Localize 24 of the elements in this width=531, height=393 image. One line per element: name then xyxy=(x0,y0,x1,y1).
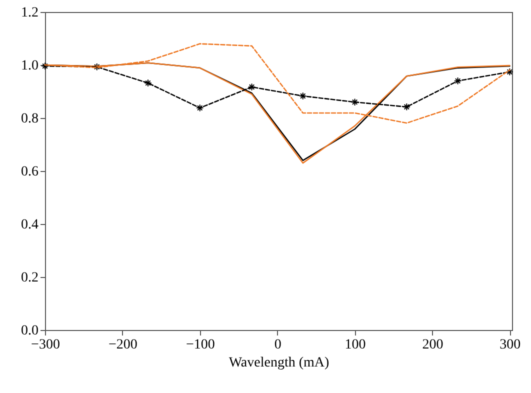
x-tick-label: 200 xyxy=(422,338,444,352)
x-tick-label: 300 xyxy=(500,338,521,352)
point xyxy=(144,79,152,87)
y-tick-label: 1.0 xyxy=(21,58,38,74)
point xyxy=(350,98,359,106)
point xyxy=(299,92,307,100)
y-tick-label: 0.6 xyxy=(21,164,38,180)
y-tick-label: 0.0 xyxy=(21,324,38,338)
point xyxy=(506,68,514,76)
point xyxy=(402,103,411,111)
point xyxy=(93,63,101,71)
y-tick-label: 0.2 xyxy=(21,270,38,286)
point xyxy=(454,77,462,85)
y-tick-label: 1.2 xyxy=(21,6,38,20)
point xyxy=(248,83,256,91)
x-tick-label: 100 xyxy=(344,338,366,352)
x-axis-title: Wavelength (mA) xyxy=(228,356,330,370)
point xyxy=(196,104,204,112)
y-tick-label: 0.8 xyxy=(21,112,38,126)
x-tick-label: 0 xyxy=(274,338,282,352)
x-tick-label: −200 xyxy=(108,338,138,352)
x-tick-label: −300 xyxy=(31,338,60,352)
x-tick-label: −100 xyxy=(186,338,215,352)
y-tick-label: 0.4 xyxy=(21,218,38,232)
